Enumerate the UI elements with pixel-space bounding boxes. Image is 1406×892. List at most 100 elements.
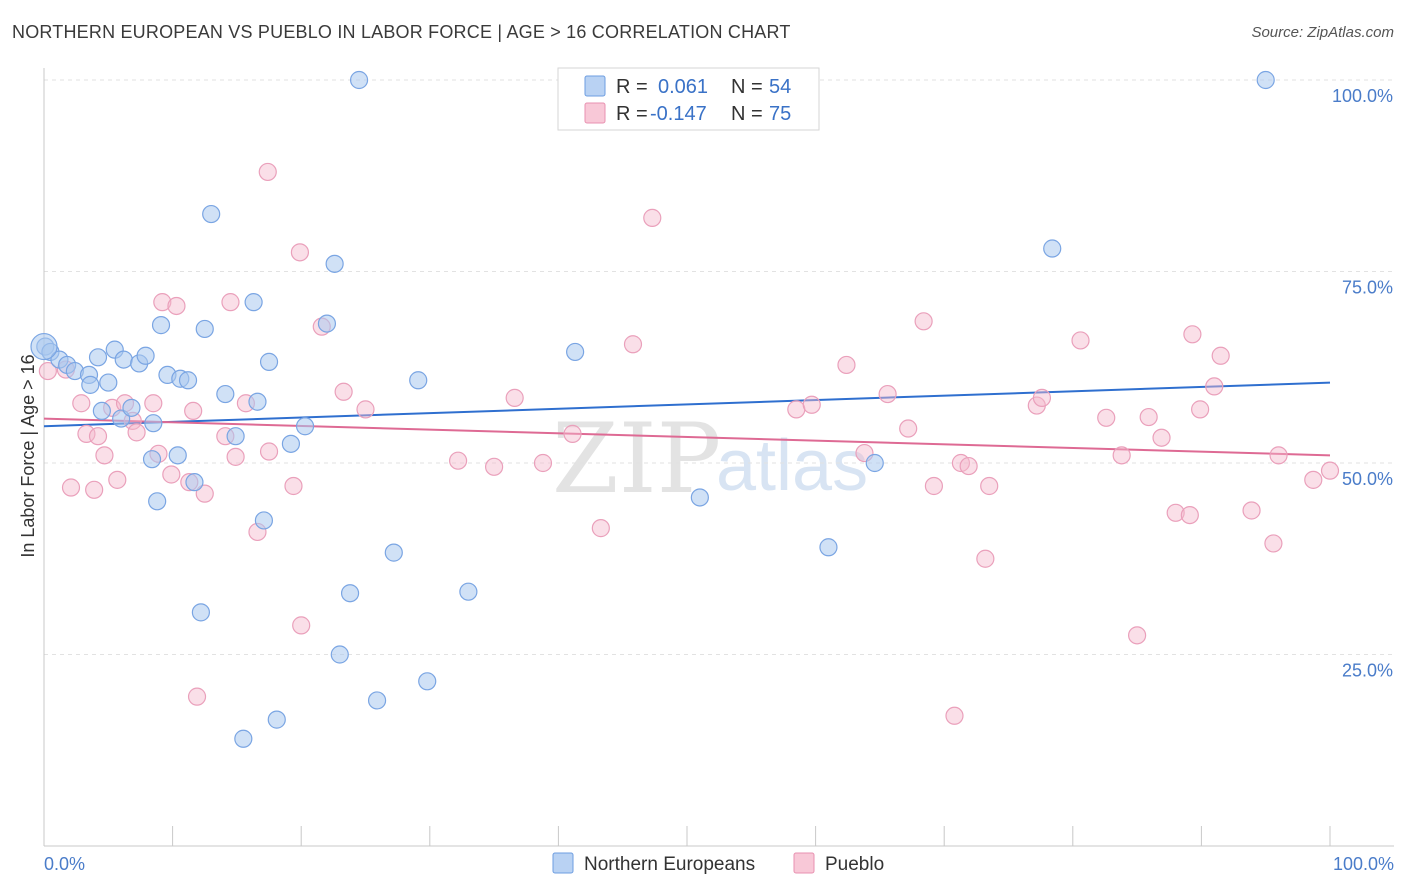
pueblo-point: [899, 419, 918, 438]
pueblo-point: [643, 208, 662, 227]
pueblo-point: [976, 549, 995, 568]
pueblo-point: [162, 465, 181, 484]
legend-n-label-blue: N =: [731, 76, 763, 98]
northern-europeans-point: [317, 314, 337, 333]
pueblo-point: [1320, 461, 1340, 480]
pueblo-point: [1032, 388, 1052, 407]
pueblo-point: [485, 457, 504, 476]
pueblo-point: [1112, 446, 1131, 465]
pueblo-point: [787, 400, 806, 419]
northern-europeans-point: [865, 453, 884, 473]
northern-europeans-point: [349, 70, 369, 90]
northern-europeans-point: [81, 375, 100, 394]
northern-europeans-point: [185, 473, 204, 492]
pueblo-point: [533, 453, 553, 473]
pueblo-point: [914, 312, 933, 331]
pueblo-point: [226, 447, 245, 466]
pueblo-point: [127, 423, 146, 442]
pueblo-point: [85, 480, 104, 499]
northern-europeans-point: [295, 417, 315, 436]
northern-europeans-point: [168, 446, 187, 465]
northern-europeans-point: [202, 204, 221, 224]
y-tick-label-50: 50.0%: [1342, 469, 1393, 489]
legend-swatch-pink: [584, 102, 606, 124]
pueblo-point: [837, 355, 856, 375]
y-axis-label: In Labor Force | Age > 16: [18, 354, 38, 557]
northern-europeans-points: [30, 70, 1275, 748]
northern-europeans-point: [459, 582, 478, 601]
northern-europeans-point: [142, 450, 162, 469]
pueblo-point: [88, 427, 108, 446]
northern-europeans-point: [566, 342, 585, 362]
northern-europeans-point: [819, 538, 838, 557]
x-ticks: [172, 826, 1331, 846]
y-tick-label-100: 100.0%: [1332, 86, 1393, 106]
legend-n-value-pink: 75: [769, 103, 791, 125]
pueblo-point: [563, 424, 582, 443]
northern-europeans-point: [88, 348, 108, 367]
pueblo-point: [980, 476, 999, 496]
northern-europeans-point: [259, 352, 279, 371]
pueblo-point: [259, 442, 279, 461]
pueblo-point: [72, 394, 91, 413]
northern-europeans-point: [409, 371, 428, 390]
pueblo-point: [448, 451, 468, 470]
series-legend-label-pink: Pueblo: [825, 854, 884, 875]
pueblo-point: [1166, 503, 1185, 522]
y-tick-label-25: 25.0%: [1342, 661, 1393, 681]
pueblo-point: [1205, 377, 1224, 396]
series-legend-label-blue: Northern Europeans: [584, 854, 755, 875]
northern-europeans-point: [325, 254, 344, 273]
northern-europeans-point: [30, 332, 58, 361]
pueblo-point: [1180, 505, 1199, 525]
pueblo-point: [945, 706, 964, 725]
pueblo-point: [1304, 470, 1323, 489]
northern-europeans-point: [1043, 239, 1062, 258]
pueblo-point: [623, 335, 643, 354]
pueblo-point: [1127, 626, 1147, 645]
series-legend-swatch-blue: [552, 852, 574, 874]
pueblo-point: [1242, 501, 1261, 520]
legend-swatch-blue: [584, 75, 606, 97]
pueblo-point: [505, 388, 524, 407]
axes: [43, 68, 1394, 847]
northern-europeans-point: [151, 316, 171, 335]
pueblo-point: [167, 296, 186, 316]
pueblo-point: [1211, 346, 1230, 365]
pueblo-point: [221, 293, 240, 312]
y-tick-labels: 25.0% 50.0% 75.0% 100.0%: [1332, 86, 1393, 681]
pueblo-point: [959, 456, 978, 476]
y-tick-label-75: 75.0%: [1342, 278, 1393, 298]
series-legend: Northern Europeans Pueblo: [552, 852, 884, 875]
northern-europeans-point: [92, 401, 111, 421]
pueblo-point: [924, 476, 944, 496]
northern-europeans-point: [384, 543, 403, 562]
pueblo-point: [95, 446, 114, 465]
pueblo-point: [290, 243, 310, 262]
pueblo-point: [1071, 331, 1090, 350]
pueblo-point: [878, 384, 897, 404]
northern-europeans-point: [367, 691, 387, 710]
chart-title: NORTHERN EUROPEAN VS PUEBLO IN LABOR FOR…: [12, 22, 791, 42]
legend-n-label-pink: N =: [731, 103, 763, 125]
pueblo-point: [153, 293, 172, 312]
northern-europeans-point: [244, 293, 263, 312]
northern-europeans-point: [226, 427, 245, 446]
northern-europeans-point: [122, 398, 141, 417]
pueblo-point: [1183, 325, 1202, 344]
series-legend-swatch-pink: [793, 852, 815, 874]
pueblo-point: [1139, 407, 1158, 427]
pueblo-point: [38, 361, 57, 381]
northern-europeans-point: [114, 350, 133, 369]
northern-europeans-point: [330, 645, 349, 664]
chart-source: Source: ZipAtlas.com: [1251, 24, 1394, 41]
pueblo-point: [1097, 408, 1116, 427]
trendline-northern-europeans: [43, 381, 1331, 428]
northern-europeans-point: [144, 414, 163, 433]
northern-europeans-point: [148, 492, 167, 511]
pueblo-point: [284, 476, 303, 496]
gridlines: [44, 79, 1394, 655]
northern-europeans-point: [267, 710, 286, 729]
pueblo-point: [258, 162, 277, 182]
